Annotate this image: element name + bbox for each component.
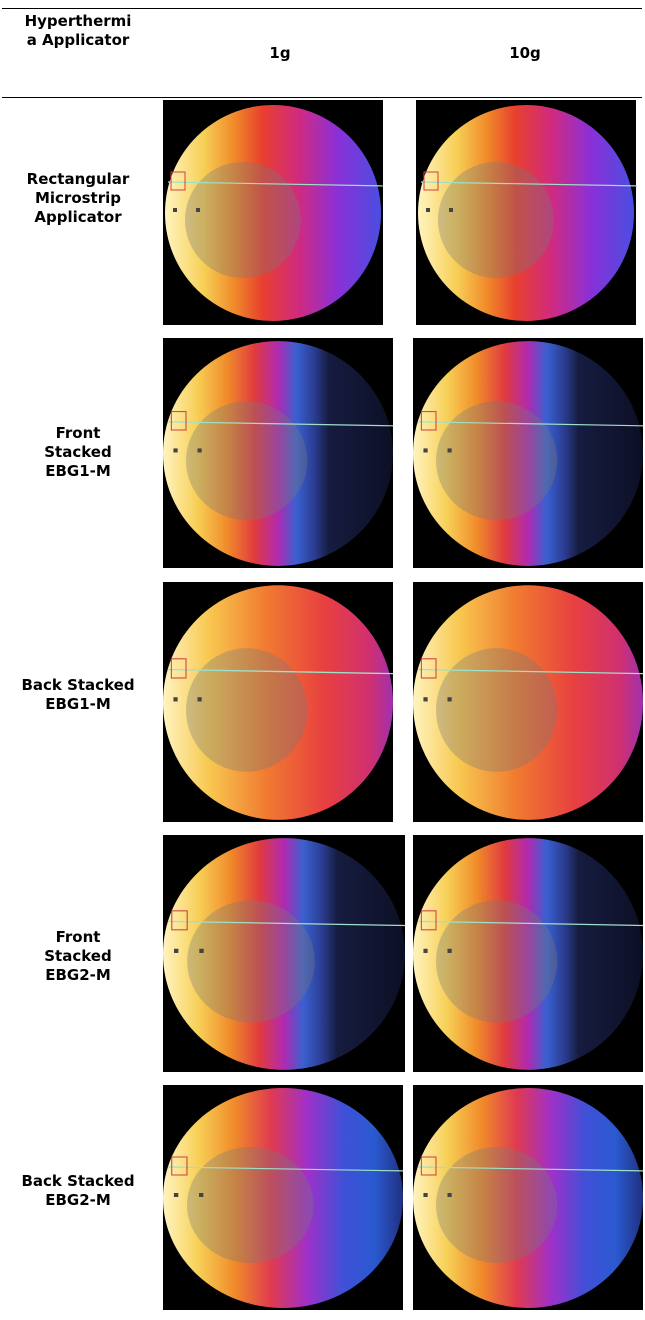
sar-image xyxy=(413,835,643,1072)
sar-image xyxy=(163,582,393,822)
sar-image xyxy=(163,1085,403,1310)
sar-image xyxy=(413,1085,643,1310)
sar-image xyxy=(415,100,637,325)
row-label: Back Stacked EBG2-M xyxy=(20,1172,136,1210)
sar-image xyxy=(163,100,383,325)
sar-image xyxy=(413,338,643,568)
sar-image xyxy=(163,338,393,568)
column-header: 10g xyxy=(445,44,605,63)
table-top-rule xyxy=(2,8,642,9)
column-header: Hyperthermia Applicator xyxy=(20,12,136,50)
row-label: Front Stacked EBG2-M xyxy=(20,928,136,985)
sar-image xyxy=(163,835,405,1072)
row-label: Back Stacked EBG1-M xyxy=(20,676,136,714)
row-label: Front Stacked EBG1-M xyxy=(20,424,136,481)
header-rule xyxy=(2,97,642,98)
row-label: Rectangular Microstrip Applicator xyxy=(20,170,136,227)
sar-image xyxy=(413,582,643,822)
page: Hyperthermia Applicator 1g 10g Rectangul… xyxy=(0,0,645,1320)
column-header: 1g xyxy=(200,44,360,63)
